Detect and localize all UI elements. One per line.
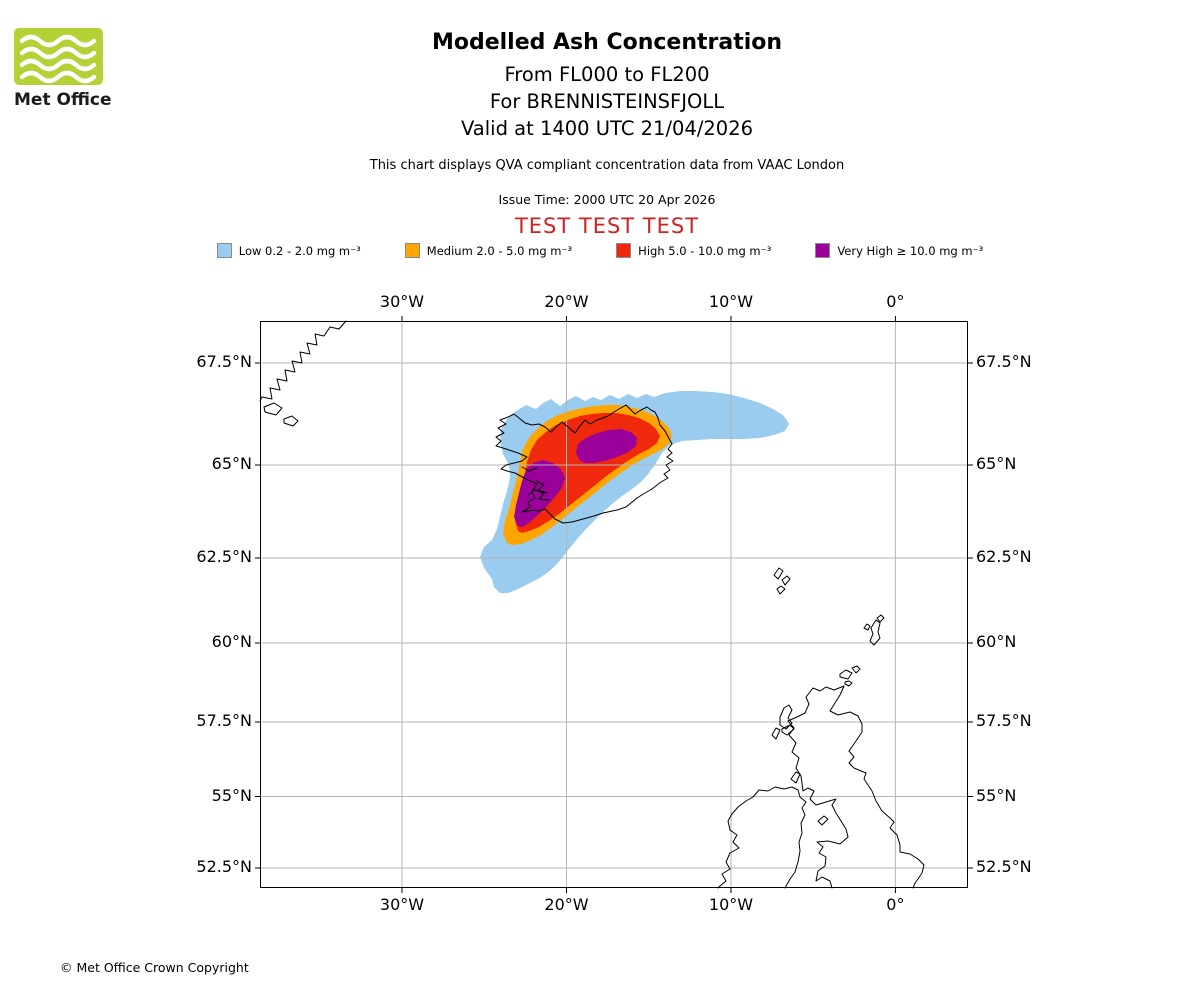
legend-label-low: Low 0.2 - 2.0 mg m⁻³ — [238, 243, 361, 258]
y-tick-left-label: 52.5°N — [196, 857, 252, 876]
legend-swatch-low — [216, 243, 232, 258]
legend-swatch-very-high — [815, 243, 831, 258]
subtitle-volcano: For BRENNISTEINSFJOLL — [489, 90, 725, 113]
met-office-logo-text: Met Office — [14, 90, 112, 110]
coastline-greenland — [259, 320, 347, 402]
legend-swatch-high — [616, 243, 632, 258]
y-tick-right-label: 62.5°N — [976, 547, 1032, 566]
coastline-shetland — [863, 614, 885, 646]
y-tick-right-label: 52.5°N — [976, 857, 1032, 876]
y-tick-left-label: 67.5°N — [196, 352, 252, 371]
legend-item-high: High 5.0 - 10.0 mg m⁻³ — [616, 243, 771, 258]
y-tick-right-label: 65°N — [976, 454, 1017, 473]
subtitle-flight-levels: From FL000 to FL200 — [504, 63, 710, 86]
y-tick-right-label: 55°N — [976, 785, 1017, 805]
x-tick-top-label: 30°W — [379, 292, 425, 311]
x-tick-top-label: 20°W — [544, 292, 589, 311]
page-title: Modelled Ash Concentration — [431, 30, 783, 55]
x-tick-bottom-label: 0° — [886, 895, 905, 914]
axis-ticks — [255, 316, 973, 893]
x-tick-top-label: 0° — [886, 292, 905, 311]
y-tick-left-label: 65°N — [211, 454, 252, 473]
legend-label-medium: Medium 2.0 - 5.0 mg m⁻³ — [426, 243, 573, 258]
x-tick-bottom-label: 30°W — [379, 895, 425, 914]
test-banner: TEST TEST TEST — [514, 214, 700, 238]
coastlines — [259, 320, 925, 889]
x-tick-top-label: 10°W — [708, 292, 754, 311]
legend-label-very-high: Very High ≥ 10.0 mg m⁻³ — [837, 243, 984, 258]
coastline-isle-of-man — [817, 815, 829, 826]
coastline-great-britain — [787, 685, 925, 889]
met-office-logo: Met Office — [14, 28, 144, 110]
legend-swatch-medium — [404, 243, 420, 258]
y-tick-left-label: 60°N — [211, 632, 252, 651]
x-tick-bottom-label: 10°W — [708, 895, 754, 914]
legend-item-very-high: Very High ≥ 10.0 mg m⁻³ — [815, 243, 983, 258]
issue-time: Issue Time: 2000 UTC 20 Apr 2026 — [498, 192, 716, 207]
y-tick-right-label: 60°N — [976, 632, 1017, 651]
legend: Low 0.2 - 2.0 mg m⁻³ Medium 2.0 - 5.0 mg … — [0, 243, 1200, 258]
subtitle-valid-time: Valid at 1400 UTC 21/04/2026 — [460, 117, 754, 140]
x-tick-bottom-label: 20°W — [544, 895, 589, 914]
coastline-hebrides — [771, 704, 801, 784]
coastline-faroe-islands — [773, 567, 791, 595]
grid-lines — [260, 321, 968, 888]
coastline-greenland-islands — [263, 402, 299, 427]
coastline-ireland — [717, 786, 807, 889]
coastline-orkney — [839, 665, 861, 687]
legend-item-medium: Medium 2.0 - 5.0 mg m⁻³ — [404, 243, 573, 258]
ash-plume — [480, 391, 789, 593]
map-canvas — [255, 316, 973, 893]
ash-region-very-high — [514, 429, 637, 527]
legend-item-low: Low 0.2 - 2.0 mg m⁻³ — [216, 243, 361, 258]
y-tick-left-label: 62.5°N — [196, 547, 252, 566]
copyright-notice: © Met Office Crown Copyright — [60, 960, 249, 975]
legend-label-high: High 5.0 - 10.0 mg m⁻³ — [638, 243, 772, 258]
coastline-iceland — [495, 404, 674, 524]
coastline-iceland-detail — [521, 466, 550, 501]
y-tick-right-label: 57.5°N — [976, 711, 1032, 730]
met-office-logo-icon — [14, 28, 103, 85]
y-tick-left-label: 57.5°N — [196, 711, 252, 730]
y-tick-right-label: 67.5°N — [976, 352, 1032, 371]
qva-description: This chart displays QVA compliant concen… — [369, 158, 845, 173]
map-border — [260, 321, 968, 888]
y-tick-left-label: 55°N — [211, 785, 252, 805]
